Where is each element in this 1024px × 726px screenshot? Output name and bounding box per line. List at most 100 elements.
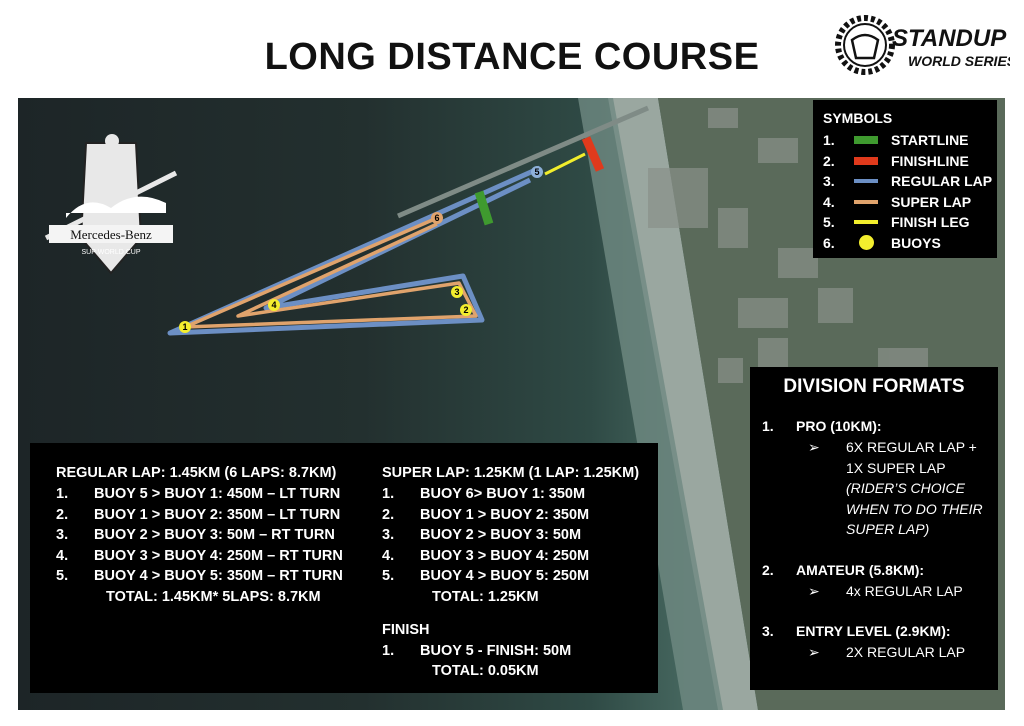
svg-text:WORLD SERIES: WORLD SERIES xyxy=(908,53,1010,69)
description-line: 1X SUPER LAP xyxy=(846,459,946,476)
svg-text:4: 4 xyxy=(271,300,276,310)
leg-item: 5. BUOY 4 > BUOY 5: 250M xyxy=(382,568,639,589)
description-note: (RIDER’S CHOICE xyxy=(846,480,966,496)
division-number: 2. xyxy=(762,561,774,578)
legend-label: FINISH LEG xyxy=(891,214,970,231)
super-lap-total: TOTAL: 1.25KM xyxy=(432,588,539,605)
symbols-heading: SYMBOLS xyxy=(823,110,893,126)
buoy-5: 5 xyxy=(531,166,543,178)
legend-item: 4. SUPER LAP xyxy=(823,192,997,213)
leg-item: 5. BUOY 4 > BUOY 5: 350M – RT TURN xyxy=(56,568,343,589)
legend-number: 3. xyxy=(823,173,835,190)
division-label: PRO (10KM): xyxy=(796,418,882,434)
course-details-panel: REGULAR LAP: 1.45KM (6 LAPS: 8.7KM) 1. BU… xyxy=(30,443,658,693)
legend-swatch xyxy=(853,136,879,145)
regular-lap-total: TOTAL: 1.45KM* 5LAPS: 8.7KM xyxy=(106,588,321,605)
beach xyxy=(608,98,758,710)
leg-item: 2. BUOY 1 > BUOY 2: 350M – LT TURN xyxy=(56,507,343,528)
line-swatch-icon xyxy=(854,156,878,165)
leg-number: 1. xyxy=(56,486,69,502)
line-swatch-icon xyxy=(854,136,878,145)
leg-text: BUOY 2 > BUOY 3: 50M xyxy=(420,527,582,543)
legend-swatch xyxy=(853,179,879,184)
legend-number: 4. xyxy=(823,193,835,210)
finish-total: TOTAL: 0.05KM xyxy=(432,663,539,679)
symbols-legend: SYMBOLS 1. STARTLINE 2. FINISHLINE 3. REGULAR… xyxy=(813,100,997,258)
line-swatch-icon xyxy=(854,179,878,184)
legend-swatch xyxy=(853,235,879,251)
legend-label: REGULAR LAP xyxy=(891,173,993,190)
leg-number: 1. xyxy=(382,642,395,659)
leg-text: BUOY 5 - FINISH: 50M xyxy=(420,642,572,659)
buoy-6: 6 xyxy=(431,212,443,224)
leg-text: BUOY 1 > BUOY 2: 350M – LT TURN xyxy=(94,506,341,523)
description-note: SUPER LAP) xyxy=(846,521,930,537)
legend-number: 6. xyxy=(823,234,835,251)
leg-item: 4. BUOY 3 > BUOY 4: 250M – RT TURN xyxy=(56,548,343,569)
leg-text: BUOY 2 > BUOY 3: 50M – RT TURN xyxy=(94,527,335,543)
buoy-4: 4 xyxy=(268,299,280,311)
legend-label: BUOYS xyxy=(891,234,941,251)
leg-number: 4. xyxy=(382,547,395,564)
super-lap-section: SUPER LAP: 1.25KM (1 LAP: 1.25KM) 1. BUOY… xyxy=(382,465,639,684)
leg-text: BUOY 6> BUOY 1: 350M xyxy=(420,486,586,502)
page-title: LONG DISTANCE COURSE xyxy=(264,36,760,78)
satellite-map: 1 2 3 4 5 6 Mercedes-Benz SUP WORLD CUP … xyxy=(18,98,1005,710)
leg-text: BUOY 3 > BUOY 4: 250M xyxy=(420,547,590,564)
legend-label: FINISHLINE xyxy=(891,152,969,169)
super-lap-heading: SUPER LAP: 1.25KM (1 LAP: 1.25KM) xyxy=(382,465,640,481)
legend-label: SUPER LAP xyxy=(891,193,972,210)
division-formats-heading: DIVISION FORMATS xyxy=(783,376,965,397)
regular-lap-section: REGULAR LAP: 1.45KM (6 LAPS: 8.7KM) 1. BU… xyxy=(56,465,343,610)
svg-text:SUP WORLD CUP: SUP WORLD CUP xyxy=(82,249,141,256)
line-swatch-icon xyxy=(854,220,878,225)
finishline xyxy=(581,136,605,172)
leg-item: 1. BUOY 5 > BUOY 1: 450M – LT TURN xyxy=(56,486,343,507)
division-description: 2X REGULAR LAP xyxy=(846,644,965,665)
buoy-dot-icon xyxy=(858,235,874,251)
leg-text: BUOY 3 > BUOY 4: 250M – RT TURN xyxy=(94,547,343,564)
buoy-1: 1 xyxy=(179,321,191,333)
legend-swatch xyxy=(853,220,879,225)
regular-lap-heading: REGULAR LAP: 1.45KM (6 LAPS: 8.7KM) xyxy=(56,465,337,481)
legend-item: 1. STARTLINE xyxy=(823,130,997,151)
description-note: WHEN TO DO THEIR xyxy=(846,500,983,517)
leg-item: 2. BUOY 1 > BUOY 2: 350M xyxy=(382,507,639,528)
division-item: 1. PRO (10KM): ➢ 6X REGULAR LAP + 1X SUPER L… xyxy=(750,418,998,542)
leg-number: 1. xyxy=(382,486,395,502)
svg-text:Mercedes-Benz: Mercedes-Benz xyxy=(70,227,152,242)
leg-text: BUOY 1 > BUOY 2: 350M xyxy=(420,506,590,523)
leg-item: 1. BUOY 5 - FINISH: 50M xyxy=(382,643,639,664)
leg-item: 3. BUOY 2 > BUOY 3: 50M xyxy=(382,527,639,548)
division-item: 2. AMATEUR (5.8KM): ➢ 4x REGULAR LAP xyxy=(750,562,998,604)
legend-swatch xyxy=(853,199,879,204)
leg-number: 4. xyxy=(56,547,69,564)
svg-text:1: 1 xyxy=(182,322,187,332)
finish-heading: FINISH xyxy=(382,621,430,638)
leg-item: 1. BUOY 6> BUOY 1: 350M xyxy=(382,486,639,507)
finish-leg xyxy=(544,152,586,176)
svg-text:5: 5 xyxy=(534,167,539,177)
division-formats-panel: DIVISION FORMATS 1. PRO (10KM): ➢ 6X REGULA… xyxy=(750,367,998,690)
division-description: 6X REGULAR LAP + 1X SUPER LAP (RIDER’S CHO… xyxy=(846,439,983,542)
description-line: 6X REGULAR LAP + xyxy=(846,439,977,455)
legend-item: 3. REGULAR LAP xyxy=(823,171,997,192)
leg-number: 5. xyxy=(56,568,69,584)
arrow-bullet-icon: ➢ xyxy=(808,582,820,599)
legend-item: 6. BUOYS xyxy=(823,233,997,254)
line-swatch-icon xyxy=(854,199,878,204)
leg-number: 2. xyxy=(56,506,69,523)
arrow-bullet-icon: ➢ xyxy=(808,644,820,660)
standup-world-series-logo: STANDUP WORLD SERIES xyxy=(835,15,1010,75)
description-line: 2X REGULAR LAP xyxy=(846,644,966,660)
leg-number: 2. xyxy=(382,506,395,523)
division-number: 3. xyxy=(762,623,774,639)
division-description: 4x REGULAR LAP xyxy=(846,583,963,604)
buoy-2: 2 xyxy=(460,304,472,316)
legend-swatch xyxy=(853,156,879,165)
division-item: 3. ENTRY LEVEL (2.9KM): ➢ 2X REGULAR LAP xyxy=(750,623,998,665)
division-label: ENTRY LEVEL (2.9KM): xyxy=(796,623,951,639)
leg-text: BUOY 4 > BUOY 5: 350M – RT TURN xyxy=(94,568,343,584)
svg-text:2: 2 xyxy=(463,305,468,315)
legend-number: 1. xyxy=(823,132,835,149)
